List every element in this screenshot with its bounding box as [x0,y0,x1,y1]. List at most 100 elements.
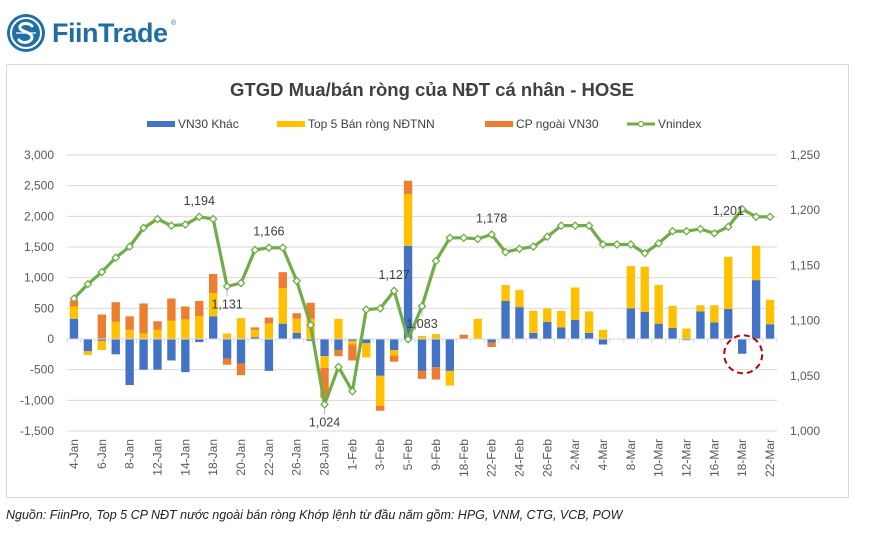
x-tick-label: 14-Jan [178,439,192,476]
y2-tick-label: 1,000 [790,424,820,438]
bar-segment [362,339,371,344]
bar-segment [570,287,580,320]
bar-segment [195,316,204,339]
vnindex-point [320,400,329,409]
y2-tick-label: 1,100 [790,314,820,328]
bar-segment [710,305,719,323]
bar-segment [167,320,176,339]
vnindex-point [598,240,608,249]
chart-title: GTGD Mua/bán ròng của NĐT cá nhân - HOSE [230,79,634,100]
vnindex-point [375,304,385,313]
source-note: Nguồn: FiinPro, Top 5 CP NĐT nước ngoài … [6,508,623,522]
vnindex-point [361,305,371,314]
legend-item: Vnindex [627,117,701,131]
vnindex-point [83,279,93,289]
bar-segment [724,256,733,309]
bar-segment [403,180,413,195]
bar-segment [97,339,106,341]
bar-segment [640,266,649,313]
vnindex-point [487,230,497,239]
fiintrade-logo: FiinTrade ® [6,12,176,54]
y-tick-label: 2,000 [24,209,54,223]
bar-segment [111,339,120,355]
vnindex-point [751,212,761,222]
bar-segment [209,273,218,293]
bar-segment [167,339,176,361]
x-tick-label: 26-Jan [290,439,304,476]
bar-segment [125,329,134,339]
bar-segment [69,318,79,339]
vnindex-point [431,256,441,266]
bar-segment [626,266,635,309]
legend-swatch [277,121,305,127]
bar-segment [403,194,413,246]
net-trading-chart: GTGD Mua/bán ròng của NĐT cá nhân - HOSE… [20,79,820,477]
bar-segment [348,344,357,361]
bar-segment [153,329,162,339]
bar-segment [69,306,79,319]
vnindex-point [501,247,510,257]
bar-segment [654,323,663,339]
legend-swatch [147,121,175,127]
bar-segment [306,339,315,341]
bar-segment [765,324,775,339]
bar-segment [626,308,635,339]
bar-segment [292,313,301,319]
bar-segment [570,319,580,339]
legend-label: VN30 Khác [178,117,239,131]
vnindex-point [222,281,232,291]
legend-label: Top 5 Bán ròng NĐTNN [308,117,435,131]
vnindex-point [180,220,190,229]
bar-segment [334,350,343,357]
bar-segment [376,405,385,411]
bar-segment [181,319,190,339]
x-tick-label: 28-Jan [318,439,332,476]
vnindex-point [153,214,162,224]
bar-segment [724,308,733,339]
vnindex-point [278,243,288,253]
vnindex-point [111,253,121,263]
bar-segment [250,337,260,339]
x-tick-label: 1-Feb [345,439,359,471]
x-tick-label: 2-Mar [568,439,582,470]
bar-segment [320,367,329,398]
bar-segment [139,339,148,370]
bar-segment [83,339,93,352]
bar-segment [97,314,106,339]
vnindex-point [765,212,775,222]
bar-segment [334,318,343,339]
bar-segment [389,355,399,362]
x-tick-label: 10-Mar [652,439,666,477]
x-tick-label: 20-Jan [234,439,248,476]
bar-segment [445,370,455,386]
bar-segment [738,339,747,354]
vnindex-point [208,214,218,224]
bar-segment [153,339,162,370]
x-tick-label: 24-Feb [512,439,526,477]
y2-tick-label: 1,150 [790,258,820,272]
vnindex-point [334,362,343,372]
brand-name: FiinTrade ® [52,18,176,49]
bar-segment [501,300,510,339]
vnindex-point [473,234,483,244]
vnindex-data-label: 1,024 [309,416,340,430]
vnindex-point [125,242,135,252]
bar-segment [264,323,274,339]
highlight-layer [723,334,764,375]
vnindex-data-label: 1,131 [211,297,242,311]
bar-segment [278,288,287,324]
bar-segment [417,339,427,371]
bar-segment [682,339,691,341]
vnindex-point [250,245,260,255]
fiintrade-logo-icon [7,14,45,52]
bar-segment [306,302,315,319]
vnindex-point [264,243,274,253]
bar-segment [529,332,538,339]
y-tick-label: 2,500 [24,179,54,193]
x-tick-label: 18-Feb [457,439,471,477]
vnindex-point [682,226,691,236]
bar-segment [543,321,552,339]
bar-segment [292,318,301,333]
bar-segment [278,323,287,339]
legend-label: Vnindex [658,117,701,131]
